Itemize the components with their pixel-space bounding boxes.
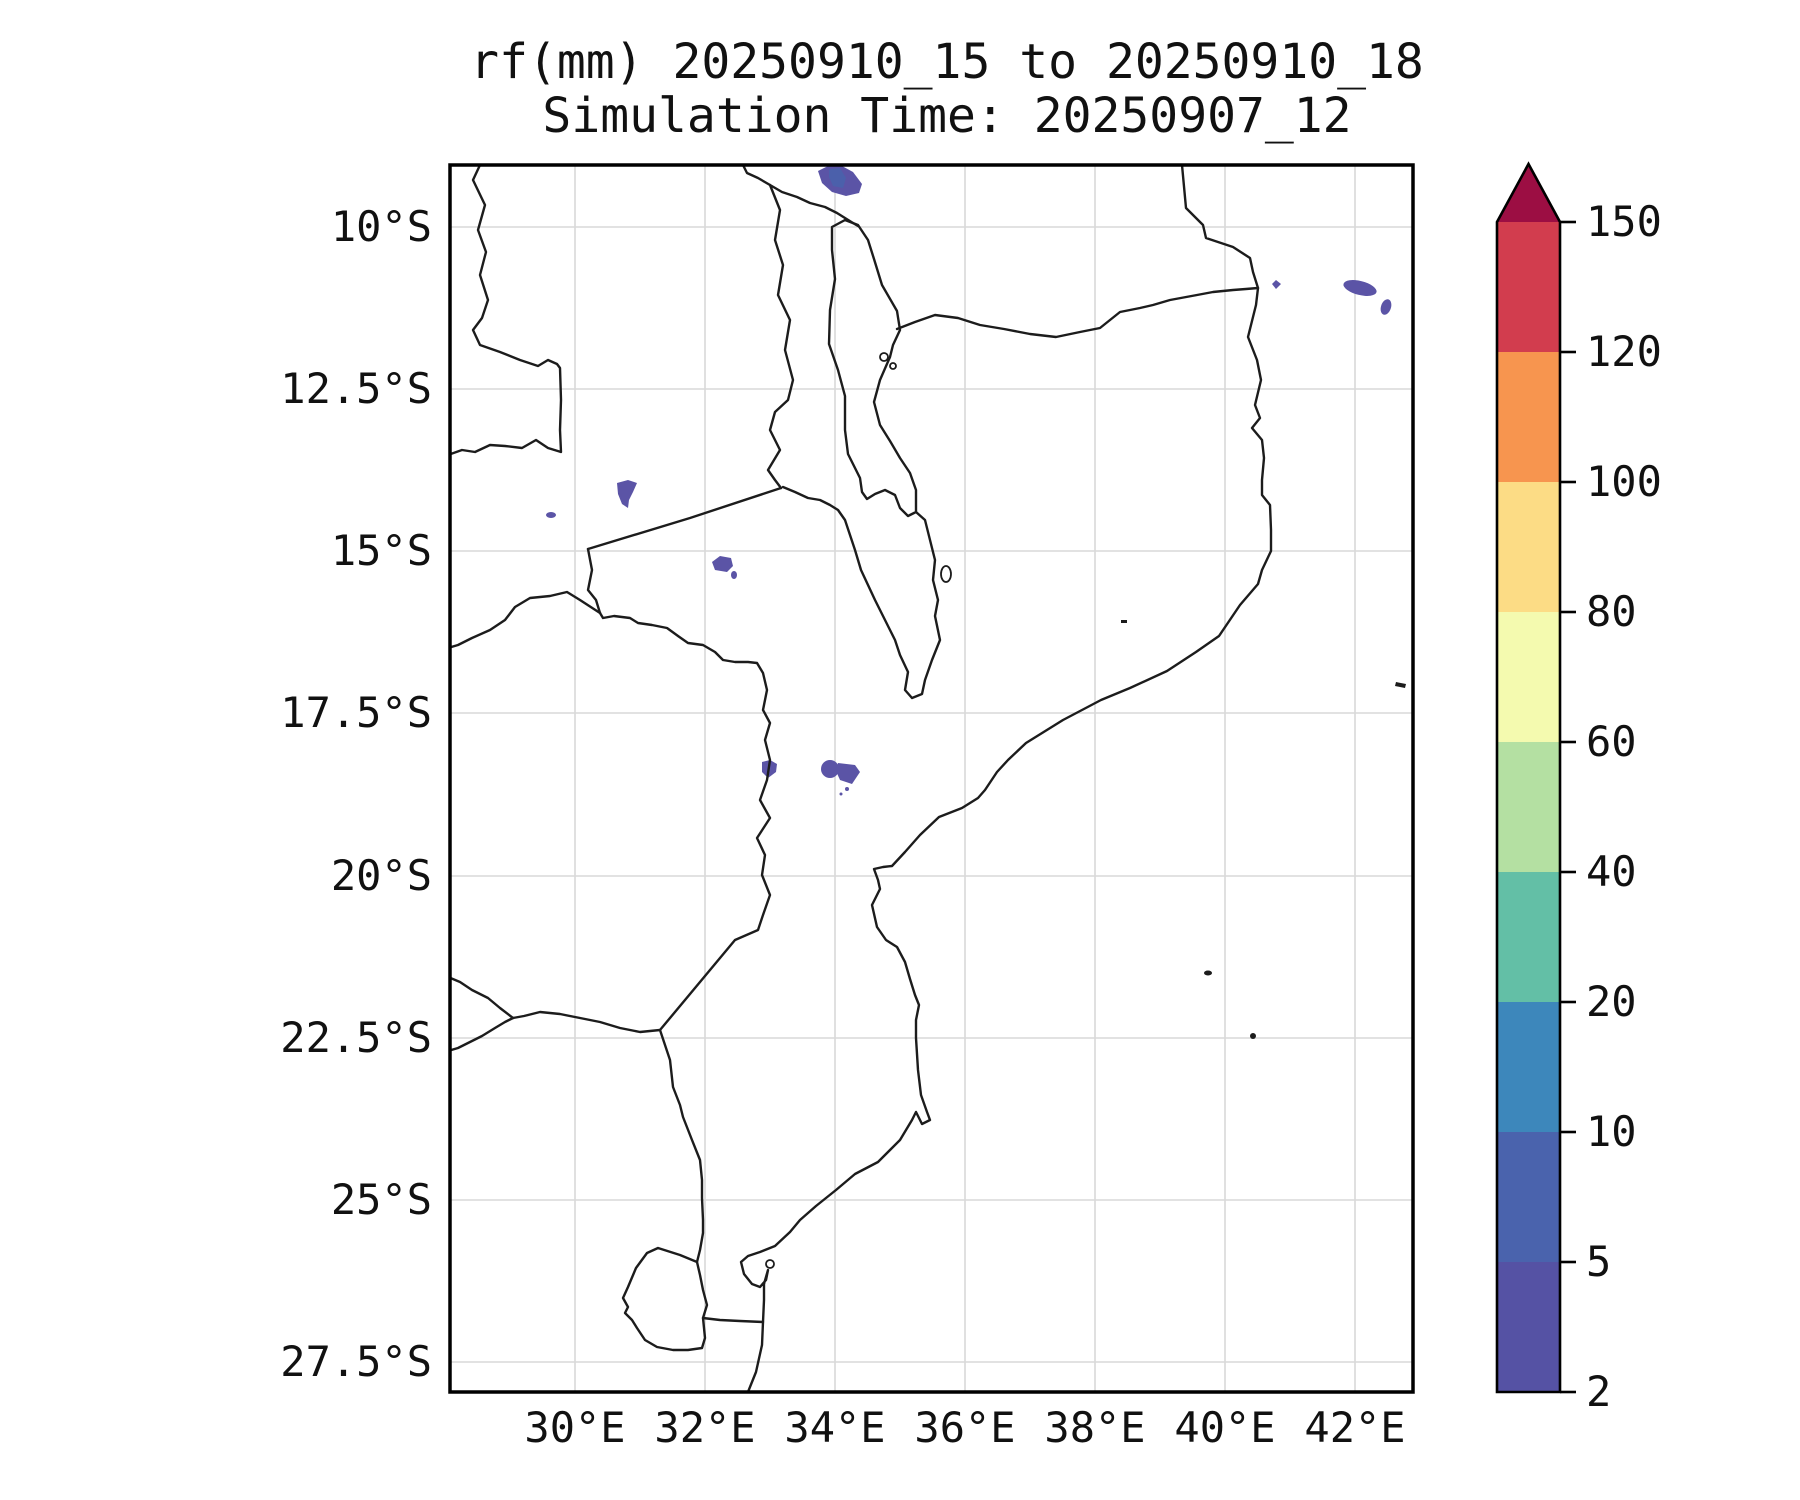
cbar-tick-2: 2 bbox=[1586, 1367, 1612, 1416]
colorbar-seg-5-10 bbox=[1497, 1132, 1560, 1262]
coastal-speck bbox=[1121, 620, 1127, 623]
colorbar bbox=[1495, 161, 1576, 1394]
y-tick-label-17-5s: 17.5°S bbox=[280, 688, 432, 737]
colorbar-seg-40-60 bbox=[1497, 742, 1560, 872]
cbar-tick-20: 20 bbox=[1586, 977, 1637, 1026]
y-tick-label-20s: 20°S bbox=[330, 851, 432, 900]
rainfall-patches bbox=[546, 166, 1392, 796]
cbar-tick-40: 40 bbox=[1586, 847, 1637, 896]
coastline bbox=[739, 165, 1273, 1392]
lake-chilwa bbox=[940, 565, 952, 583]
colorbar-seg-80-100 bbox=[1497, 482, 1560, 612]
x-tick-label-30e: 30°E bbox=[524, 1403, 626, 1452]
rain-patch-zambia-speck bbox=[546, 512, 556, 518]
border-zimbabwe-botswana bbox=[450, 976, 515, 1020]
cbar-tick-60: 60 bbox=[1586, 717, 1637, 766]
cbar-tick-10: 10 bbox=[1586, 1107, 1637, 1156]
y-tick-label-25s: 25°S bbox=[330, 1175, 432, 1224]
border-malawi-tongue bbox=[781, 485, 942, 700]
border-zambia-mozambique bbox=[586, 486, 783, 551]
border-tanzania-mozambique bbox=[895, 286, 1260, 339]
chizumulu-island bbox=[889, 362, 897, 370]
border-mozambique-southafrica bbox=[658, 1028, 705, 1264]
likoma-island bbox=[879, 352, 889, 362]
lake-malawi bbox=[827, 218, 918, 518]
cbar-tick-150: 150 bbox=[1586, 197, 1662, 246]
inhaca-island bbox=[765, 1259, 775, 1269]
x-tick-label-40e: 40°E bbox=[1174, 1403, 1276, 1452]
border-malawi-zambia bbox=[766, 183, 795, 490]
rain-patch-tete bbox=[712, 556, 733, 572]
juan-de-nova bbox=[1395, 682, 1406, 688]
border-eswatini bbox=[621, 1246, 709, 1352]
y-tick-label-15s: 15°S bbox=[330, 526, 432, 575]
rain-patch-34e-18s-speck2 bbox=[839, 792, 843, 796]
x-tick-label-32e: 32°E bbox=[654, 1403, 756, 1452]
bassas-da-india bbox=[1204, 970, 1212, 976]
border-mozambique-southafrica-south bbox=[701, 1316, 765, 1324]
colorbar-seg-20-40 bbox=[1497, 872, 1560, 1002]
cbar-tick-100: 100 bbox=[1586, 457, 1662, 506]
rain-patch-tete-speck bbox=[731, 571, 737, 579]
map-frame bbox=[448, 163, 1415, 1394]
plot-title-line1: rf(mm) 20250910_15 to 20250910_18 bbox=[470, 34, 1424, 90]
y-tick-label-10s: 10°S bbox=[330, 202, 432, 251]
colorbar-extend-arrow bbox=[1497, 164, 1560, 222]
x-tick-label-38e: 38°E bbox=[1044, 1403, 1146, 1452]
rain-patch-ocean-ne-2 bbox=[1380, 299, 1392, 315]
border-luangwa bbox=[586, 547, 602, 615]
y-tick-label-27-5s: 27.5°S bbox=[280, 1337, 432, 1386]
y-tick-label-22-5s: 22.5°S bbox=[280, 1013, 432, 1062]
rain-patch-ocean-dot bbox=[1272, 280, 1281, 289]
islands-and-small-lakes bbox=[765, 352, 1406, 1269]
colorbar-seg-60-80 bbox=[1497, 612, 1560, 742]
cbar-tick-80: 80 bbox=[1586, 587, 1637, 636]
x-tick-label-42e: 42°E bbox=[1304, 1403, 1406, 1452]
cbar-tick-5: 5 bbox=[1586, 1237, 1612, 1286]
europa-island bbox=[1250, 1033, 1256, 1039]
x-tick-label-36e: 36°E bbox=[914, 1403, 1016, 1452]
colorbar-outline bbox=[1495, 161, 1562, 1394]
colorbar-seg-10-20 bbox=[1497, 1002, 1560, 1132]
rain-patch-34e-18s-a bbox=[821, 760, 839, 778]
colorbar-seg-2-5 bbox=[1497, 1262, 1560, 1392]
rain-patch-ocean-ne-1 bbox=[1343, 280, 1377, 296]
colorbar-seg-100-120 bbox=[1497, 352, 1560, 482]
border-zimbabwe-mozambique bbox=[598, 611, 772, 1032]
map-panel bbox=[450, 165, 1413, 1392]
border-botswana-southafrica bbox=[450, 1016, 515, 1052]
border-zambia-drc bbox=[450, 165, 563, 456]
plot-title-line2: Simulation Time: 20250907_12 bbox=[542, 88, 1352, 144]
rain-patch-tanzania-north-core bbox=[829, 168, 846, 188]
border-zimbabwe-southafrica bbox=[511, 1010, 662, 1034]
border-tanzania-zambia bbox=[741, 165, 860, 228]
x-tick-label-34e: 34°E bbox=[784, 1403, 886, 1452]
y-tick-label-12-5s: 12.5°S bbox=[280, 364, 432, 413]
colorbar-seg-120-150 bbox=[1497, 222, 1560, 352]
rain-patch-zambia bbox=[617, 480, 637, 508]
colorbar-tickmarks bbox=[1560, 220, 1576, 1394]
cbar-tick-120: 120 bbox=[1586, 327, 1662, 376]
rain-patch-34e-18s-speck1 bbox=[845, 787, 849, 791]
rain-patch-34e-18s-b bbox=[836, 763, 860, 784]
coastlines-and-borders bbox=[450, 165, 1273, 1392]
border-zambia-zimbabwe bbox=[450, 590, 602, 649]
